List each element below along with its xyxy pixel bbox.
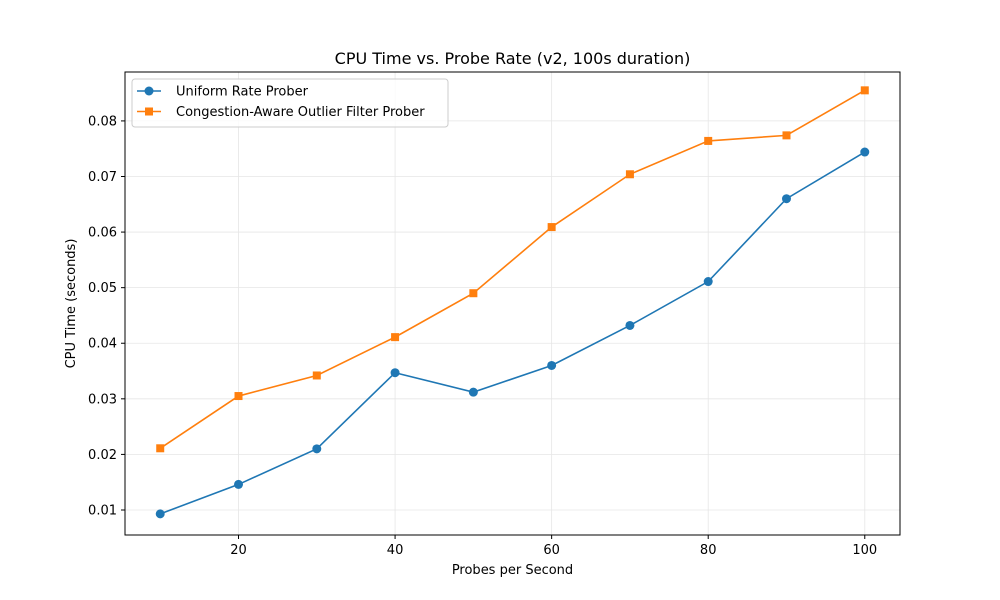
- x-tick-label: 20: [230, 543, 247, 558]
- data-point: [155, 509, 165, 519]
- data-point: [625, 320, 635, 330]
- data-point: [782, 131, 791, 140]
- data-point: [860, 147, 870, 157]
- legend-item: Congestion-Aware Outlier Filter Prober: [137, 105, 425, 120]
- chart-title: CPU Time vs. Probe Rate (v2, 100s durati…: [335, 49, 691, 68]
- data-point: [547, 360, 557, 370]
- axis-ticks: 20 40 60 80 100 0.01 0.02 0.03 0.04 0.05 0.06 0.07 0…: [88, 114, 877, 558]
- data-point: [234, 392, 243, 401]
- legend-label: Uniform Rate Prober: [176, 85, 309, 100]
- y-tick-label: 0.01: [88, 503, 117, 518]
- legend-marker: [145, 107, 153, 116]
- series-2: [156, 86, 869, 453]
- legend-label: Congestion-Aware Outlier Filter Prober: [176, 105, 425, 120]
- data-point: [469, 289, 478, 298]
- data-point: [312, 444, 322, 454]
- data-point: [704, 136, 713, 145]
- x-tick-label: 60: [543, 543, 560, 558]
- y-tick-label: 0.07: [88, 170, 117, 185]
- data-point: [703, 277, 713, 287]
- legend-marker: [144, 86, 154, 96]
- series-line: [159, 89, 866, 449]
- data-point: [390, 368, 400, 378]
- plot-area: [124, 71, 901, 536]
- y-tick-label: 0.06: [88, 226, 117, 241]
- data-point: [234, 479, 244, 489]
- y-tick-label: 0.03: [88, 392, 117, 407]
- data-point: [156, 444, 165, 453]
- data-point: [547, 223, 556, 232]
- data-point: [781, 194, 791, 204]
- series-group: [155, 86, 870, 519]
- data-point: [625, 170, 634, 179]
- grid-lines: [125, 72, 900, 535]
- data-point: [860, 86, 869, 95]
- x-axis-label: Probes per Second: [452, 563, 573, 578]
- data-point: [468, 387, 478, 397]
- legend-item: Uniform Rate Prober: [137, 85, 309, 100]
- y-axis-label: CPU Time (seconds): [64, 239, 79, 369]
- y-tick-label: 0.04: [88, 337, 117, 352]
- legend-box: [131, 78, 449, 128]
- y-tick-label: 0.08: [88, 114, 117, 129]
- x-tick-label: 80: [700, 543, 717, 558]
- y-tick-label: 0.02: [88, 448, 117, 463]
- x-tick-label: 100: [852, 543, 877, 558]
- data-point: [391, 333, 400, 342]
- x-tick-label: 40: [387, 543, 404, 558]
- series-1: [155, 147, 870, 519]
- series-line: [159, 151, 866, 515]
- y-tick-label: 0.05: [88, 281, 117, 296]
- data-point: [312, 371, 321, 380]
- legend: Uniform Rate Prober Congestion-Aware Outl…: [131, 78, 449, 128]
